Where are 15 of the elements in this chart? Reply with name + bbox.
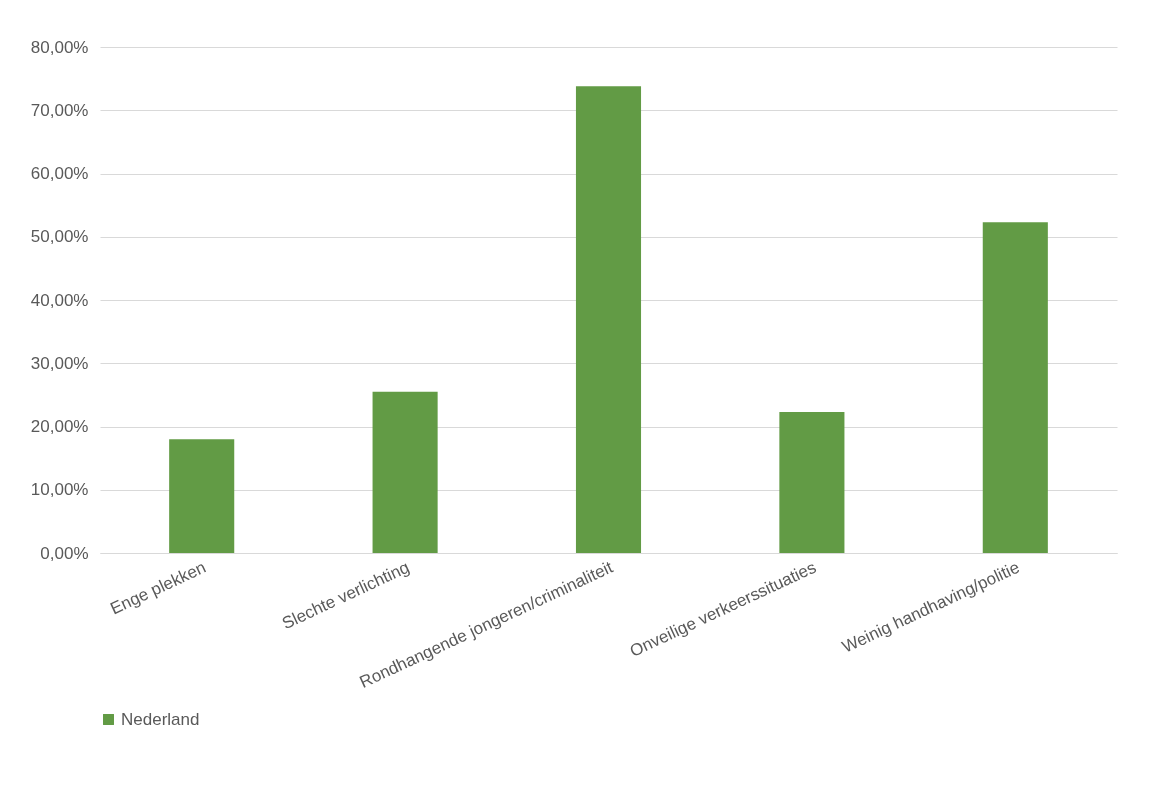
legend-label: Nederland bbox=[121, 709, 200, 729]
y-tick-label: 0,00% bbox=[40, 543, 89, 563]
bar bbox=[779, 411, 845, 553]
y-tick-label: 30,00% bbox=[30, 353, 89, 373]
y-tick-label: 50,00% bbox=[30, 227, 89, 247]
bar bbox=[982, 222, 1048, 553]
bar bbox=[575, 86, 642, 553]
y-tick-label: 70,00% bbox=[30, 100, 89, 120]
y-tick-label: 20,00% bbox=[30, 417, 89, 436]
bar bbox=[169, 439, 235, 553]
y-tick-label: 60,00% bbox=[30, 164, 89, 183]
y-tick-label: 10,00% bbox=[30, 480, 89, 500]
bar bbox=[372, 391, 438, 553]
y-tick-label: 80,00% bbox=[30, 37, 89, 57]
y-tick-label: 40,00% bbox=[30, 290, 89, 310]
